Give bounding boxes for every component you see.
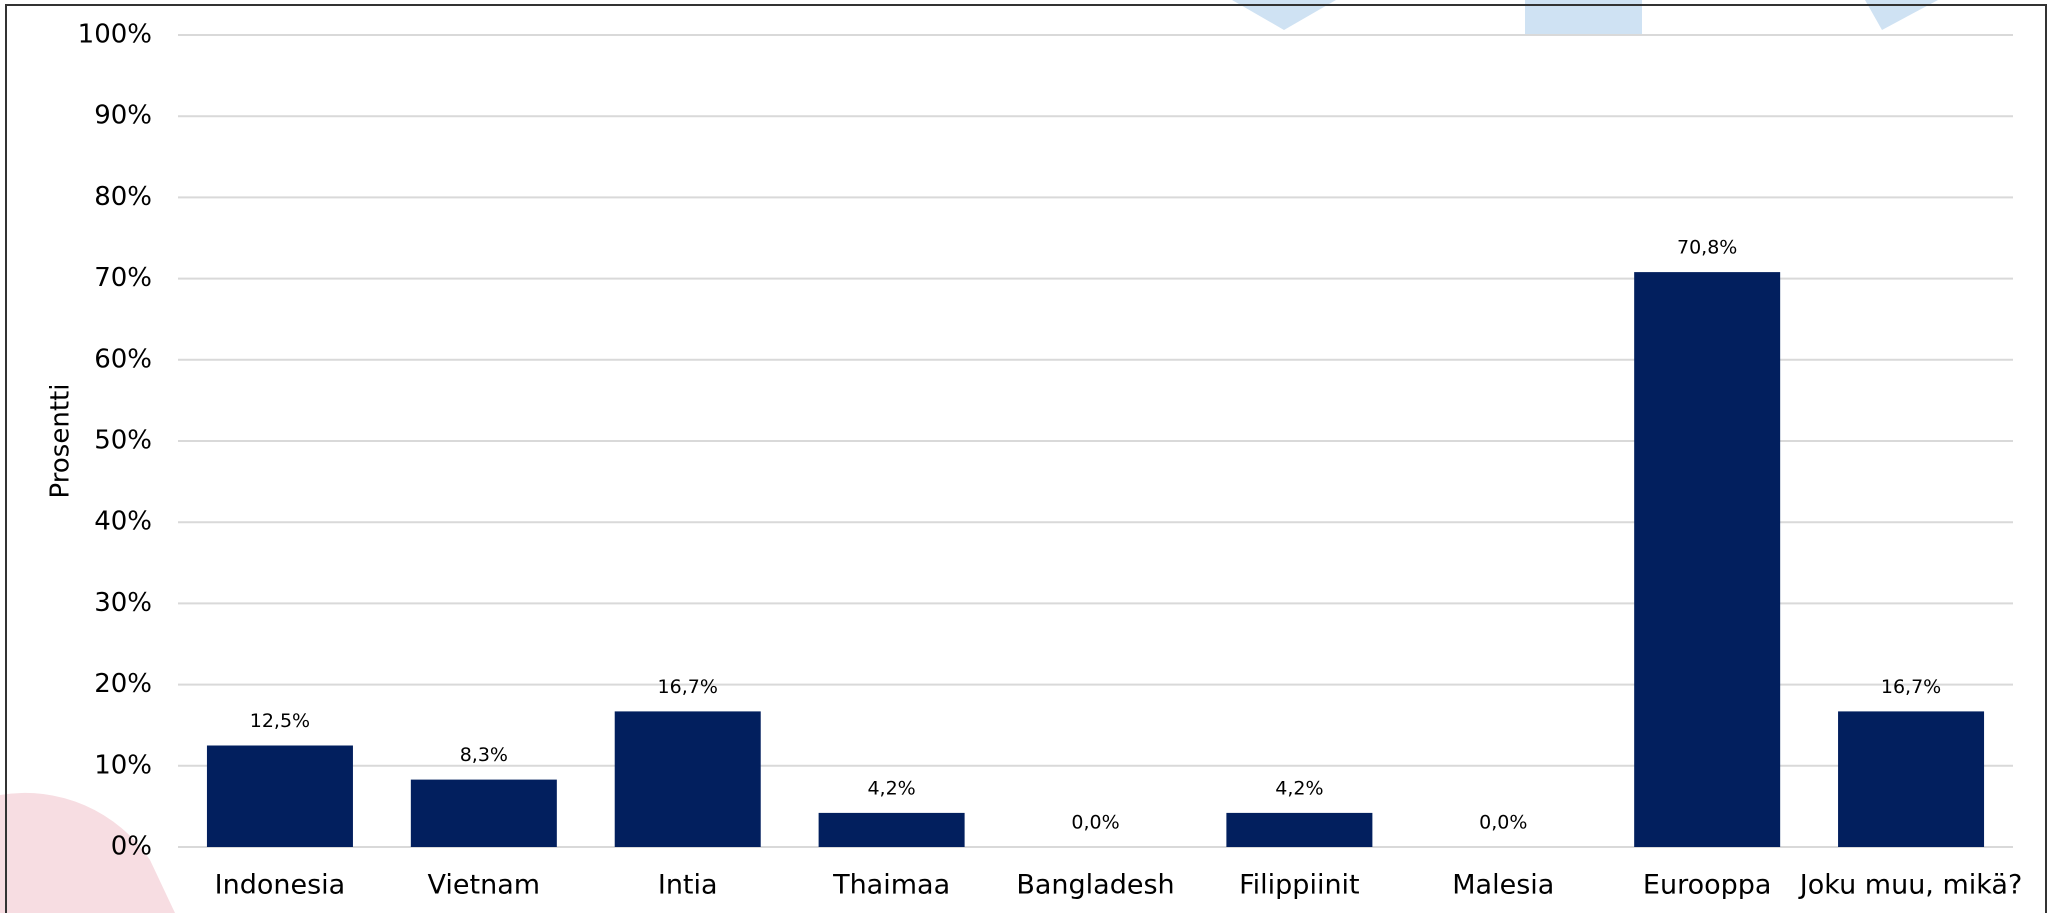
- x-tick-label: Thaimaa: [832, 870, 950, 901]
- x-tick-label: Vietnam: [428, 870, 541, 901]
- bar: [206, 745, 353, 847]
- bar: [410, 779, 557, 847]
- data-label: 4,2%: [867, 777, 915, 799]
- x-tick-label: Intia: [658, 870, 718, 901]
- data-label: 4,2%: [1275, 777, 1323, 799]
- x-tick-label: Bangladesh: [1016, 870, 1174, 901]
- bar: [818, 812, 965, 847]
- data-label: 8,3%: [460, 744, 508, 766]
- decor-shape: [1232, 0, 1336, 30]
- bar: [1838, 711, 1985, 847]
- x-tick-label: Joku muu, mikä?: [1798, 870, 2023, 901]
- decor-shape: [0, 792, 175, 913]
- y-tick-label: 90%: [94, 101, 152, 131]
- y-axis-title: Prosentti: [46, 384, 76, 499]
- y-tick-label: 0%: [111, 832, 152, 862]
- bar: [1634, 272, 1781, 847]
- data-label: 16,7%: [658, 676, 718, 698]
- y-tick-label: 100%: [78, 20, 152, 50]
- data-label: 12,5%: [250, 710, 310, 732]
- y-tick-label: 30%: [94, 588, 152, 618]
- data-label: 16,7%: [1881, 676, 1941, 698]
- x-tick-label: Indonesia: [215, 870, 346, 901]
- x-tick-label: Malesia: [1452, 870, 1554, 901]
- y-tick-label: 20%: [94, 669, 152, 699]
- y-tick-label: 40%: [94, 507, 152, 537]
- y-tick-label: 50%: [94, 426, 152, 456]
- x-tick-label: Eurooppa: [1643, 870, 1772, 901]
- decor-shape: [1865, 0, 1938, 30]
- data-label: 0,0%: [1479, 812, 1527, 834]
- bar: [1226, 812, 1373, 847]
- y-tick-label: 70%: [94, 263, 152, 293]
- y-tick-label: 60%: [94, 344, 152, 374]
- bar: [614, 711, 761, 847]
- chart-frame: [5, 4, 2047, 913]
- data-label: 70,8%: [1677, 237, 1737, 259]
- data-label: 0,0%: [1071, 812, 1119, 834]
- y-tick-label: 80%: [94, 182, 152, 212]
- x-tick-label: Filippiinit: [1239, 870, 1360, 901]
- y-tick-label: 10%: [94, 750, 152, 780]
